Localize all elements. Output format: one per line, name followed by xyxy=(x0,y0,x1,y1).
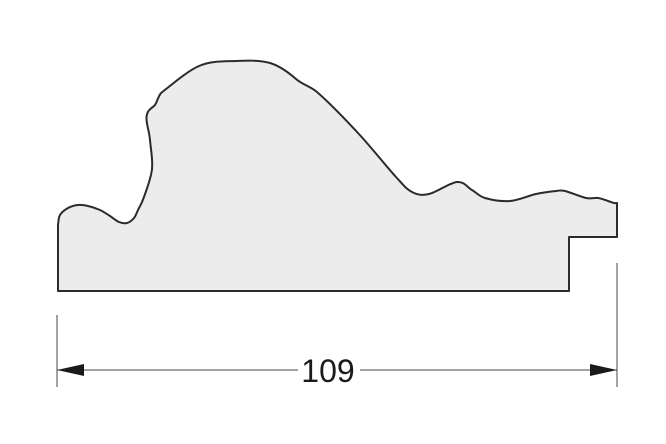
svg-text:109: 109 xyxy=(301,353,354,389)
